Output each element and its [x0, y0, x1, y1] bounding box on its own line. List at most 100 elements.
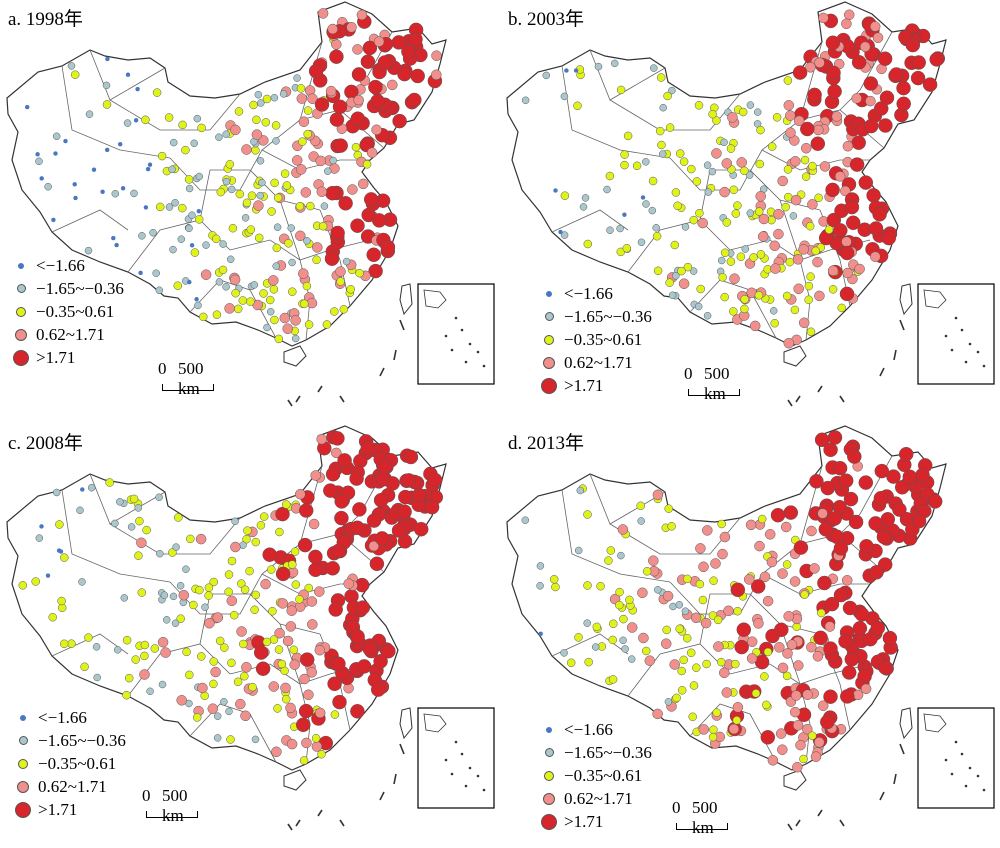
- city-marker: [407, 92, 422, 108]
- legend-item-1: <−1.66: [10, 254, 124, 277]
- city-marker: [703, 311, 712, 320]
- city-marker: [222, 283, 230, 291]
- legend-symbol: [17, 780, 29, 793]
- city-marker: [736, 252, 746, 261]
- city-marker: [769, 240, 780, 252]
- city-marker: [838, 473, 854, 488]
- boundary-dash: [893, 349, 897, 361]
- city-marker: [642, 200, 650, 208]
- city-marker: [230, 124, 241, 136]
- city-marker: [130, 189, 138, 198]
- city-marker: [274, 627, 285, 639]
- city-marker: [579, 203, 588, 211]
- city-marker: [125, 72, 131, 77]
- city-marker: [374, 531, 390, 546]
- city-marker: [848, 514, 864, 530]
- city-marker: [257, 99, 265, 107]
- city-marker: [560, 231, 569, 239]
- legend-symbol: [543, 356, 555, 369]
- city-marker: [665, 278, 674, 287]
- city-marker: [905, 37, 921, 53]
- city-marker: [878, 118, 893, 133]
- city-marker: [156, 549, 164, 558]
- city-marker: [536, 562, 545, 570]
- city-marker: [740, 166, 749, 176]
- city-marker: [334, 494, 349, 509]
- city-marker: [754, 540, 765, 552]
- city-marker: [521, 516, 530, 524]
- city-marker: [308, 518, 320, 530]
- city-marker: [356, 9, 368, 21]
- city-marker: [753, 618, 764, 629]
- city-marker: [882, 630, 898, 646]
- legend-label: 0.62~1.71: [564, 353, 633, 372]
- city-marker: [100, 189, 105, 195]
- city-marker: [825, 182, 840, 198]
- city-marker: [280, 169, 290, 178]
- city-marker: [317, 749, 326, 759]
- city-marker: [709, 725, 718, 734]
- city-marker: [209, 679, 218, 689]
- city-marker: [253, 645, 269, 660]
- map-layer: [6, 425, 495, 831]
- city-marker: [679, 655, 688, 665]
- city-marker: [242, 534, 251, 544]
- city-marker: [350, 520, 365, 536]
- city-marker: [702, 659, 711, 669]
- city-marker: [238, 296, 248, 305]
- city-marker: [620, 150, 629, 159]
- city-marker: [716, 657, 726, 667]
- city-marker: [892, 502, 907, 517]
- city-marker: [762, 700, 771, 710]
- city-marker: [271, 746, 282, 758]
- city-marker: [806, 327, 816, 337]
- city-marker: [679, 157, 689, 166]
- city-marker: [160, 647, 171, 658]
- city-marker: [76, 506, 84, 515]
- city-marker: [368, 79, 383, 95]
- city-marker: [282, 635, 294, 647]
- city-marker: [194, 296, 199, 302]
- city-marker: [272, 243, 282, 253]
- city-marker: [377, 55, 393, 70]
- city-marker: [314, 644, 326, 656]
- city-marker: [827, 511, 842, 526]
- city-marker: [719, 531, 731, 543]
- city-marker: [708, 732, 718, 742]
- city-marker: [865, 95, 876, 107]
- inset-island: [476, 350, 480, 354]
- map-layer: [506, 425, 995, 831]
- city-marker: [332, 694, 347, 710]
- inset-island: [464, 784, 468, 788]
- city-marker: [295, 201, 305, 211]
- city-marker: [323, 483, 338, 498]
- city-marker: [270, 178, 279, 188]
- city-marker: [272, 262, 280, 270]
- city-marker: [172, 543, 180, 551]
- legend-item-2: −1.65~−0.36: [12, 729, 126, 752]
- city-marker: [879, 90, 895, 105]
- inset-island: [982, 364, 986, 368]
- city-marker: [279, 90, 288, 98]
- city-marker: [252, 115, 261, 125]
- province-boundary: [109, 93, 241, 131]
- city-marker: [200, 269, 212, 280]
- city-marker: [262, 637, 272, 647]
- city-marker: [152, 269, 160, 277]
- city-marker: [844, 199, 860, 215]
- city-marker: [717, 519, 726, 529]
- city-marker: [250, 281, 259, 289]
- taiwan-island: [399, 707, 413, 740]
- city-marker: [763, 647, 773, 657]
- city-marker: [767, 142, 777, 151]
- map-layer: [506, 1, 995, 407]
- city-marker: [312, 242, 323, 253]
- city-marker: [669, 659, 680, 670]
- city-marker: [712, 116, 721, 125]
- inset-island: [476, 774, 480, 778]
- city-marker: [662, 625, 671, 635]
- city-marker: [814, 193, 823, 203]
- legend-symbol: [18, 736, 28, 745]
- city-marker: [672, 272, 680, 280]
- city-marker: [759, 571, 771, 583]
